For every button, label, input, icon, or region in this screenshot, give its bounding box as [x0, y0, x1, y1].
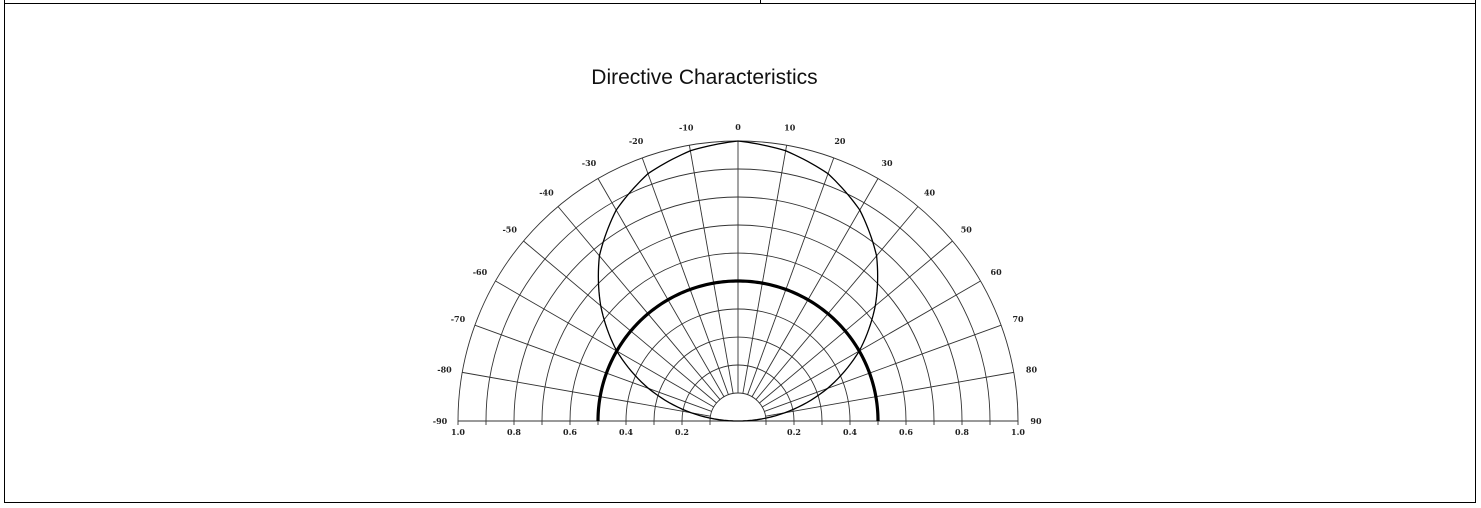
radius-grid-arc: [653, 336, 823, 422]
angle-tick-label: 10: [784, 123, 796, 133]
angle-tick-label: 30: [881, 158, 893, 168]
radial-grid-line: [762, 280, 981, 408]
radius-grid-arc: [569, 252, 907, 422]
radius-tick-label: 0.6: [563, 427, 577, 437]
radius-tick-label: 1.0: [1011, 427, 1025, 437]
angle-tick-label: 40: [924, 188, 936, 198]
angle-tick-label: -70: [451, 314, 466, 324]
radius-tick-label: 0.6: [899, 427, 913, 437]
radius-grid-arc: [681, 364, 795, 422]
angle-tick-label: -10: [679, 123, 694, 133]
radial-grid-line: [747, 157, 835, 395]
angle-tick-label: 0: [735, 122, 741, 132]
radial-grid-line: [474, 324, 712, 412]
angle-tick-label: -40: [539, 188, 554, 198]
angle-tick-label: 20: [834, 136, 846, 146]
chart-title: Directive Characteristics: [591, 66, 818, 89]
angle-tick-label: 70: [1012, 314, 1024, 324]
radius-grid-arc: [541, 224, 935, 422]
radius-tick-label: 0.8: [955, 427, 969, 437]
angle-tick-label: -50: [502, 224, 517, 234]
radial-grid-line: [597, 178, 725, 397]
radius-tick-label: 0.8: [507, 427, 521, 437]
radius-grid-arc: [625, 308, 851, 422]
radius-tick-label: 1.0: [451, 427, 465, 437]
angle-tick-label: 50: [961, 224, 973, 234]
radius-grid-arc: [513, 196, 963, 422]
radial-grid-line: [523, 240, 717, 404]
angle-tick-label: -90: [433, 416, 448, 426]
radial-grid-line: [755, 206, 919, 400]
outer-frame: [4, 0, 1476, 503]
angle-tick-label: -60: [473, 267, 488, 277]
radial-grid-line: [742, 145, 788, 394]
radial-grid-line: [641, 157, 729, 395]
radius-grid-arc: [485, 168, 991, 422]
angle-tick-label: -30: [582, 158, 597, 168]
radial-grid-line: [557, 206, 721, 400]
series-bold-line: [596, 279, 880, 422]
angle-tick-label: 60: [991, 267, 1003, 277]
radius-tick-label: 0.4: [843, 427, 857, 437]
radius-grid-arc: [709, 392, 767, 422]
angle-tick-label: -20: [629, 136, 644, 146]
radial-grid-line: [759, 240, 953, 404]
radial-grid-line: [462, 371, 711, 417]
top-rule: [4, 3, 1476, 4]
angle-tick-label: -80: [437, 364, 452, 374]
radius-tick-label: 0.2: [675, 427, 689, 437]
radius-tick-label: 0.4: [619, 427, 633, 437]
radial-grid-line: [688, 145, 734, 394]
radial-grid-line: [764, 324, 1002, 412]
radial-grid-line: [495, 280, 714, 408]
radial-grid-line: [765, 371, 1014, 417]
angle-tick-label: 90: [1030, 416, 1042, 426]
angle-tick-label: 80: [1026, 364, 1038, 374]
radial-grid-line: [751, 178, 879, 397]
top-divider: [760, 0, 761, 4]
radius-tick-label: 0.2: [787, 427, 801, 437]
